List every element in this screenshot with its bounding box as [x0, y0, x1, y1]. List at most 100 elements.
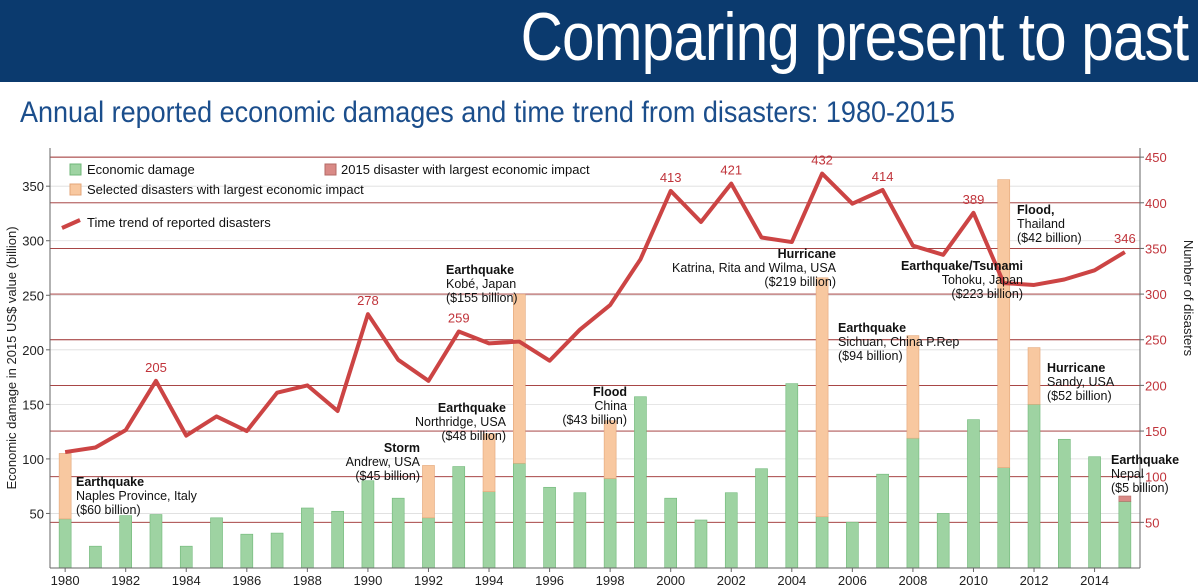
- economic-damage-bar: [1118, 501, 1132, 569]
- left-tick-label: 200: [22, 343, 44, 358]
- selected-disaster-bar: [603, 420, 617, 479]
- left-tick-label: 300: [22, 234, 44, 249]
- trend-value-label: 346: [1114, 231, 1136, 246]
- x-tick-label: 1992: [414, 573, 443, 588]
- x-tick-label: 2008: [898, 573, 927, 588]
- economic-damage-bar: [210, 517, 223, 569]
- disaster-annotations: Earthquake Naples Province, Italy ($60 bil…: [76, 203, 1179, 517]
- economic-damage-bar: [301, 507, 314, 569]
- economic-damage-bar: [149, 514, 163, 569]
- damage-bars: [58, 179, 1132, 569]
- chart-legend: Economic damage 2015 disaster with larges…: [61, 162, 590, 230]
- economic-damage-bar: [785, 383, 799, 569]
- economic-damage-bar: [634, 396, 647, 569]
- x-tick-label: 2004: [777, 573, 806, 588]
- right-tick-label: 50: [1145, 515, 1159, 530]
- economic-damage-bar: [482, 491, 496, 569]
- economic-damage-bar: [361, 480, 375, 569]
- economic-damage-bar: [936, 513, 950, 569]
- disaster-damage-chart: 50 100 150 200 250 300 350 50 100 150 200 250 300 350…: [4, 148, 1196, 588]
- x-tick-label: 2000: [656, 573, 685, 588]
- right-tick-label: 200: [1145, 378, 1167, 393]
- trend-value-label: 278: [357, 293, 379, 308]
- economic-damage-bar: [815, 516, 829, 569]
- annotation-2011: Flood, Thailand ($42 billion): [1017, 203, 1082, 245]
- economic-damage-bar: [1027, 404, 1041, 569]
- x-tick-label: 1994: [475, 573, 504, 588]
- selected-disaster-bar: [58, 453, 72, 520]
- right-tick-label: 400: [1145, 196, 1167, 211]
- right-tick-label: 100: [1145, 470, 1167, 485]
- legend-selected-label: Selected disasters with largest economic…: [87, 182, 364, 197]
- x-tick-label: 1988: [293, 573, 322, 588]
- legend-selected-swatch: [69, 183, 82, 196]
- chart-subtitle: Annual reported economic damages and tim…: [20, 96, 956, 129]
- trend-value-label: 413: [660, 170, 682, 185]
- annotation-2005: Hurricane Katrina, Rita and Wilma, USA ($2…: [672, 247, 837, 289]
- economic-damage-bar: [270, 532, 284, 569]
- economic-damage-bar: [513, 462, 526, 569]
- economic-damage-bar: [240, 533, 254, 569]
- economic-damage-bar: [543, 486, 556, 569]
- selected-disaster-bar: [482, 433, 496, 492]
- trend-line: [64, 171, 1126, 455]
- annotation-1995: Earthquake Kobé, Japan ($155 billion): [446, 263, 518, 305]
- economic-damage-bar: [906, 437, 920, 569]
- legend-largest-label: 2015 disaster with largest economic impa…: [341, 162, 590, 177]
- legend-economic-swatch: [69, 163, 82, 176]
- right-tick-label: 250: [1145, 333, 1167, 348]
- trend-value-label: 421: [720, 163, 742, 178]
- trend-value-label: 259: [448, 311, 470, 326]
- economic-damage-bar: [119, 515, 132, 569]
- economic-damage-bar: [1058, 438, 1071, 569]
- trend-line-group: 205 278 259 413 421 432 414 389 346: [64, 153, 1136, 455]
- largest-2015-bar: [1118, 495, 1132, 502]
- x-tick-label: 2012: [1020, 573, 1049, 588]
- left-tick-label: 350: [22, 179, 44, 194]
- economic-damage-bar: [755, 468, 768, 569]
- trend-value-label: 389: [963, 192, 985, 207]
- economic-damage-bar: [391, 497, 405, 569]
- x-tick-label: 2002: [717, 573, 746, 588]
- x-tick-label: 1984: [172, 573, 201, 588]
- annotation-2015: Earthquake Nepal ($5 billion): [1111, 453, 1179, 495]
- right-tick-label: 350: [1145, 241, 1167, 256]
- economic-damage-bar: [997, 467, 1011, 569]
- economic-damage-bar: [603, 478, 617, 569]
- title-banner: Comparing present to past: [0, 0, 1198, 82]
- x-tick-label: 2006: [838, 573, 867, 588]
- annotation-2012: Hurricane Sandy, USA ($52 billion): [1047, 361, 1115, 403]
- x-tick-label: 1990: [353, 573, 382, 588]
- economic-damage-bar: [724, 492, 738, 569]
- legend-economic-label: Economic damage: [87, 162, 195, 177]
- economic-damage-bar: [876, 473, 889, 569]
- annotation-2008: Earthquake Sichuan, China P.Rep ($94 billi…: [838, 321, 959, 363]
- x-tick-label: 2010: [959, 573, 988, 588]
- chart-axes: 50 100 150 200 250 300 350 50 100 150 200 250 300 350…: [4, 148, 1196, 588]
- economic-damage-bar: [58, 518, 72, 569]
- economic-damage-bar: [89, 545, 102, 569]
- gridlines: [50, 156, 1140, 523]
- economic-damage-bar: [967, 419, 980, 569]
- economic-damage-bar: [331, 510, 344, 569]
- selected-disaster-bar: [422, 465, 435, 519]
- economic-damage-bar: [179, 545, 193, 569]
- selected-disaster-bar: [513, 293, 526, 464]
- annotation-1994: Earthquake Northridge, USA ($48 billion): [415, 401, 507, 443]
- x-tick-label: 1998: [596, 573, 625, 588]
- selected-disaster-bar: [906, 335, 920, 439]
- economic-damage-bar: [1088, 456, 1101, 569]
- x-tick-label: 1980: [51, 573, 80, 588]
- y2-axis-label: Number of disasters: [1181, 240, 1196, 357]
- right-tick-label: 300: [1145, 287, 1167, 302]
- left-tick-label: 250: [22, 288, 44, 303]
- trend-value-label: 205: [145, 360, 167, 375]
- right-tick-label: 150: [1145, 424, 1167, 439]
- legend-trend-swatch: [61, 218, 81, 230]
- annotation-1992: Storm Andrew, USA ($45 billion): [346, 441, 421, 483]
- economic-damage-bar: [573, 492, 587, 569]
- x-tick-label: 1996: [535, 573, 564, 588]
- annotation-1980: Earthquake Naples Province, Italy ($60 bil…: [76, 475, 198, 517]
- x-tick-label: 2014: [1080, 573, 1109, 588]
- economic-damage-bar: [664, 497, 677, 569]
